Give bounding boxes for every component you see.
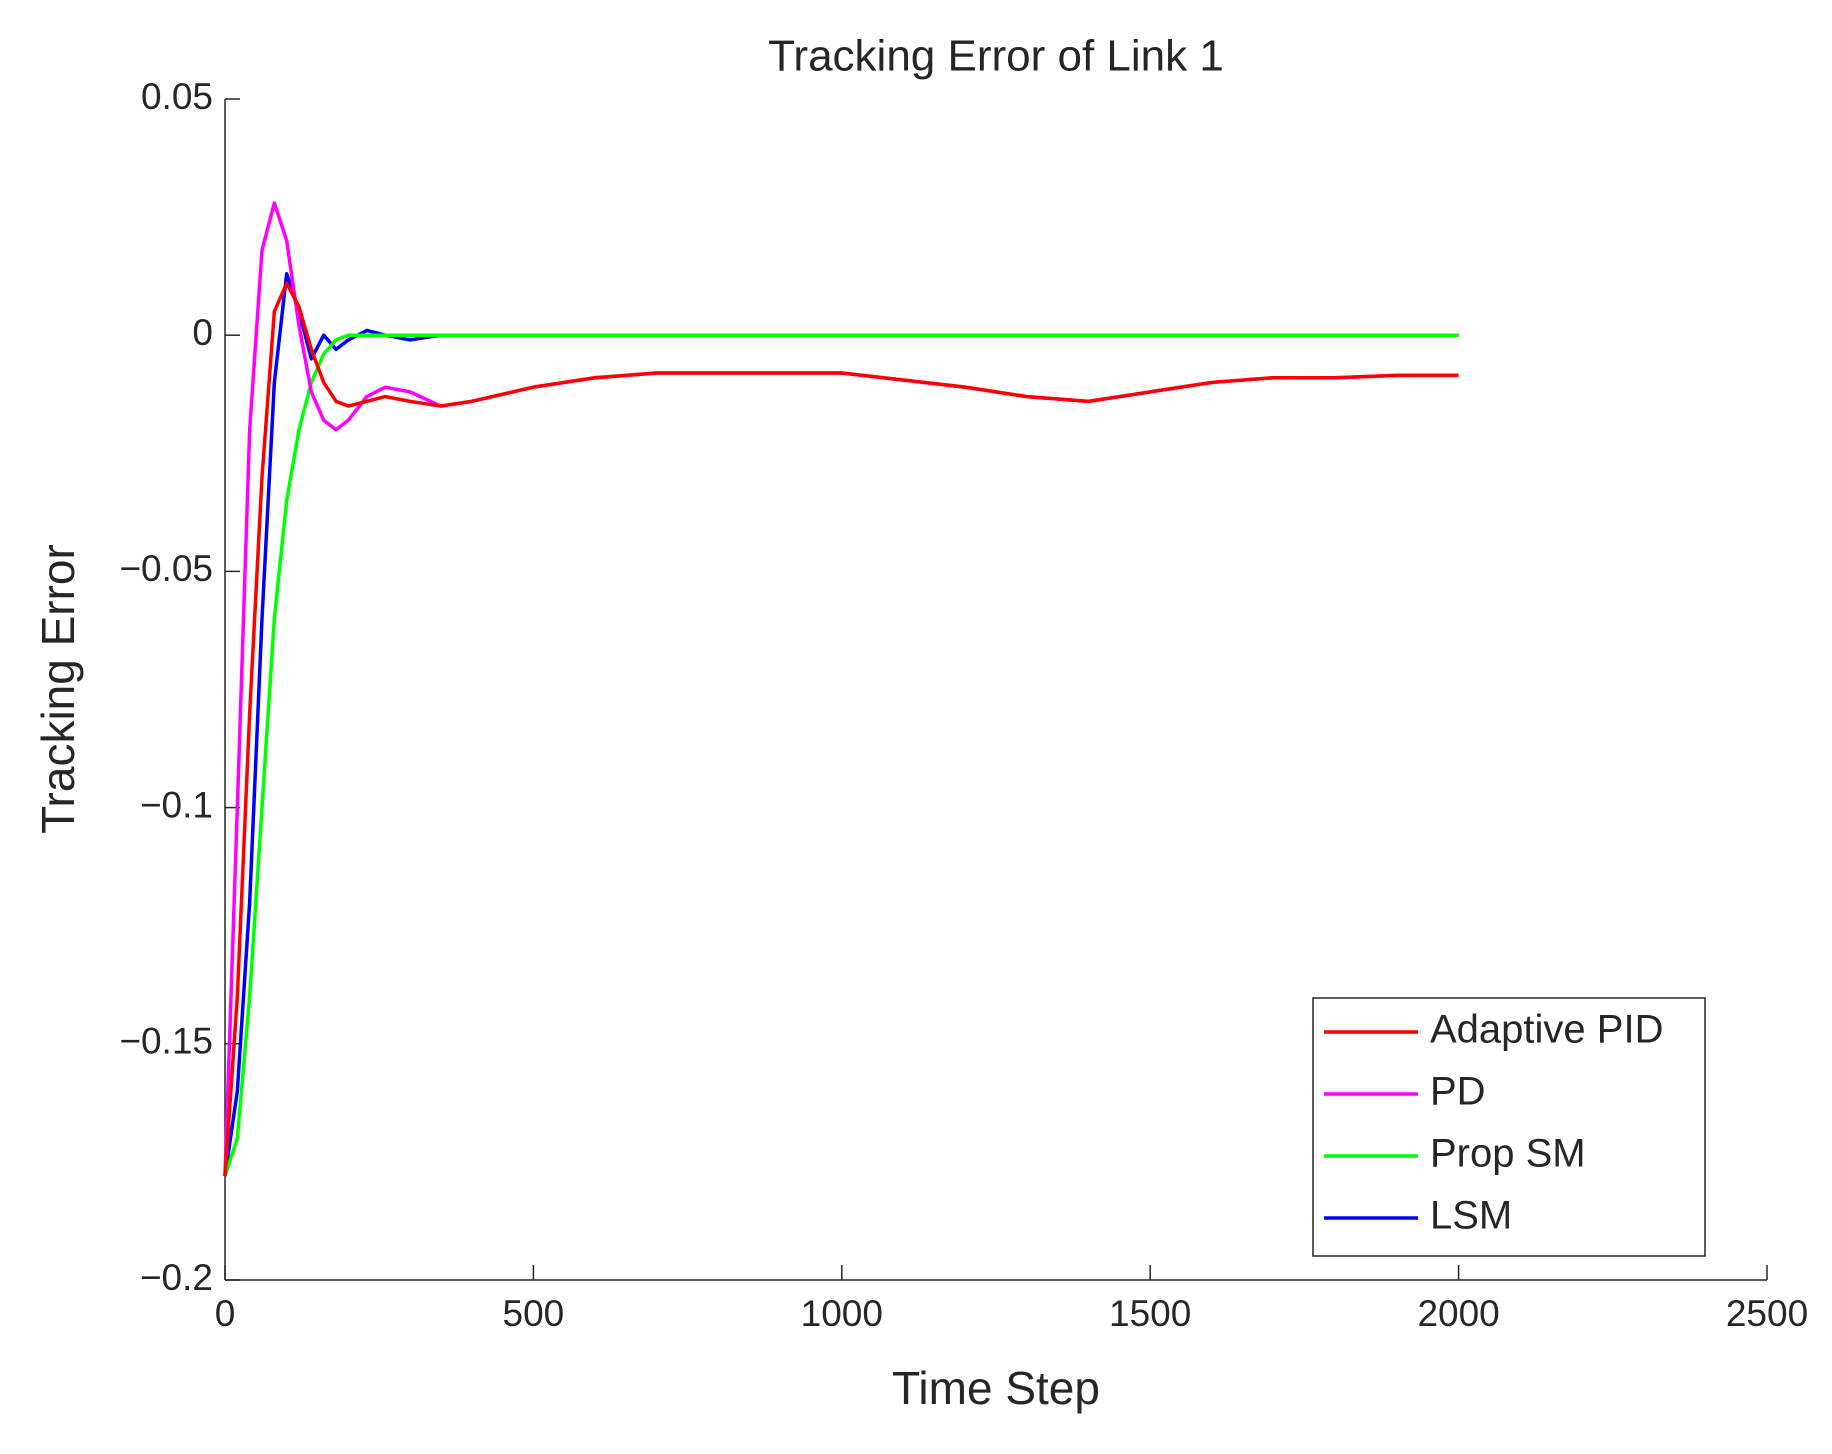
legend: Adaptive PID PD Prop SM LSM [1312,997,1706,1257]
legend-box [1312,997,1706,1257]
x-tick-label: 0 [215,1293,236,1334]
y-tick-label: −0.15 [119,1021,213,1062]
chart-title: Tracking Error of Link 1 [768,32,1224,81]
x-axis-label: Time Step [892,1362,1100,1414]
x-tick-label: 1500 [1109,1293,1191,1334]
y-tick-label: −0.2 [140,1257,213,1298]
x-tick-label: 2500 [1726,1293,1808,1334]
y-tick-label: 0.05 [141,76,213,117]
series-line [223,281,1459,1177]
x-tick-label: 2000 [1417,1293,1499,1334]
legend-label: Prop SM [1430,1132,1586,1176]
x-tick-label: 500 [503,1293,565,1334]
legend-label: LSM [1430,1194,1512,1238]
y-tick-label: −0.05 [119,548,213,589]
y-tick-label: 0 [192,312,213,353]
legend-label: Adaptive PID [1430,1008,1663,1052]
legend-label: PD [1430,1070,1486,1114]
y-tick-label: −0.1 [140,784,213,825]
x-tick-label: 1000 [801,1293,883,1334]
series-line [223,333,1459,1177]
y-axis-label: Tracking Error [32,544,84,834]
